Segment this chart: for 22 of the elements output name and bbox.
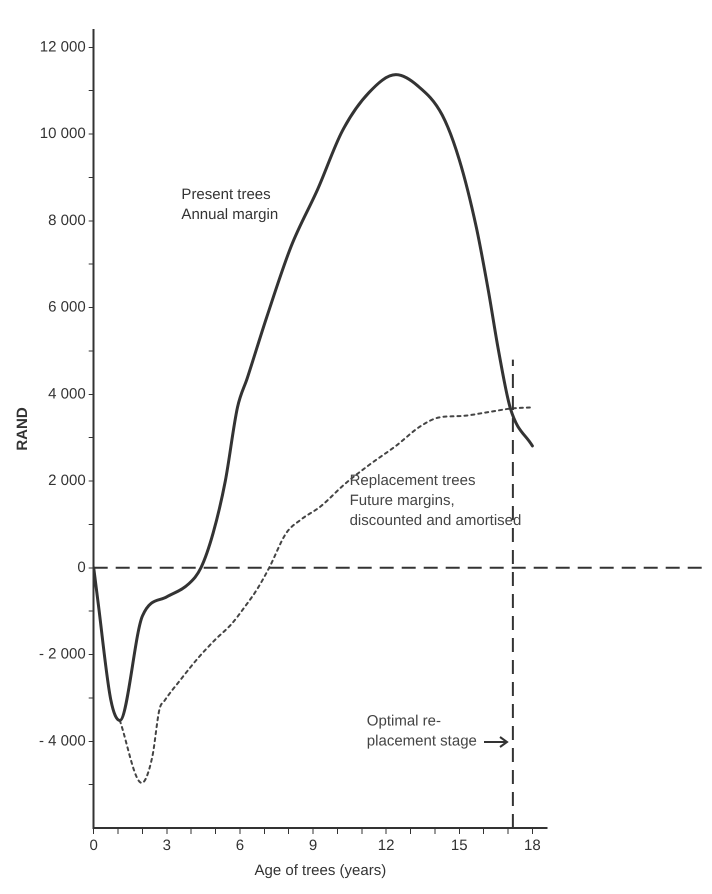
x-tick-label: 12 bbox=[378, 837, 394, 854]
x-tick-label: 9 bbox=[308, 837, 318, 854]
x-tick-label: 3 bbox=[162, 837, 171, 854]
y-tick-label: - 4 000 bbox=[38, 732, 86, 750]
x-axis-title: Age of trees (years) bbox=[254, 862, 386, 880]
y-tick-label: 12 000 bbox=[40, 38, 86, 56]
x-tick-label: 18 bbox=[524, 837, 541, 854]
x-tick-label: 0 bbox=[90, 837, 98, 854]
y-tick-label: 4 000 bbox=[48, 385, 86, 402]
x-tick-label: 6 bbox=[236, 837, 244, 854]
y-tick-label: 10 000 bbox=[40, 125, 86, 142]
y-tick-label: 0 bbox=[77, 558, 86, 576]
y-tick-label: 2 000 bbox=[48, 472, 86, 490]
series-label: Present trees Annual margin bbox=[181, 186, 278, 223]
y-tick-label: 8 000 bbox=[48, 212, 86, 229]
x-tick-label: 15 bbox=[450, 837, 468, 854]
y-tick-label: - 2 000 bbox=[38, 646, 86, 663]
series-label: Replacement trees Future margins, discounted and amortised bbox=[350, 472, 522, 530]
annotation: Optimal re- placement stage bbox=[366, 712, 477, 750]
y-axis-title: RAND bbox=[14, 407, 32, 451]
line-series bbox=[118, 406, 534, 784]
y-tick-label: 6 000 bbox=[48, 298, 86, 316]
